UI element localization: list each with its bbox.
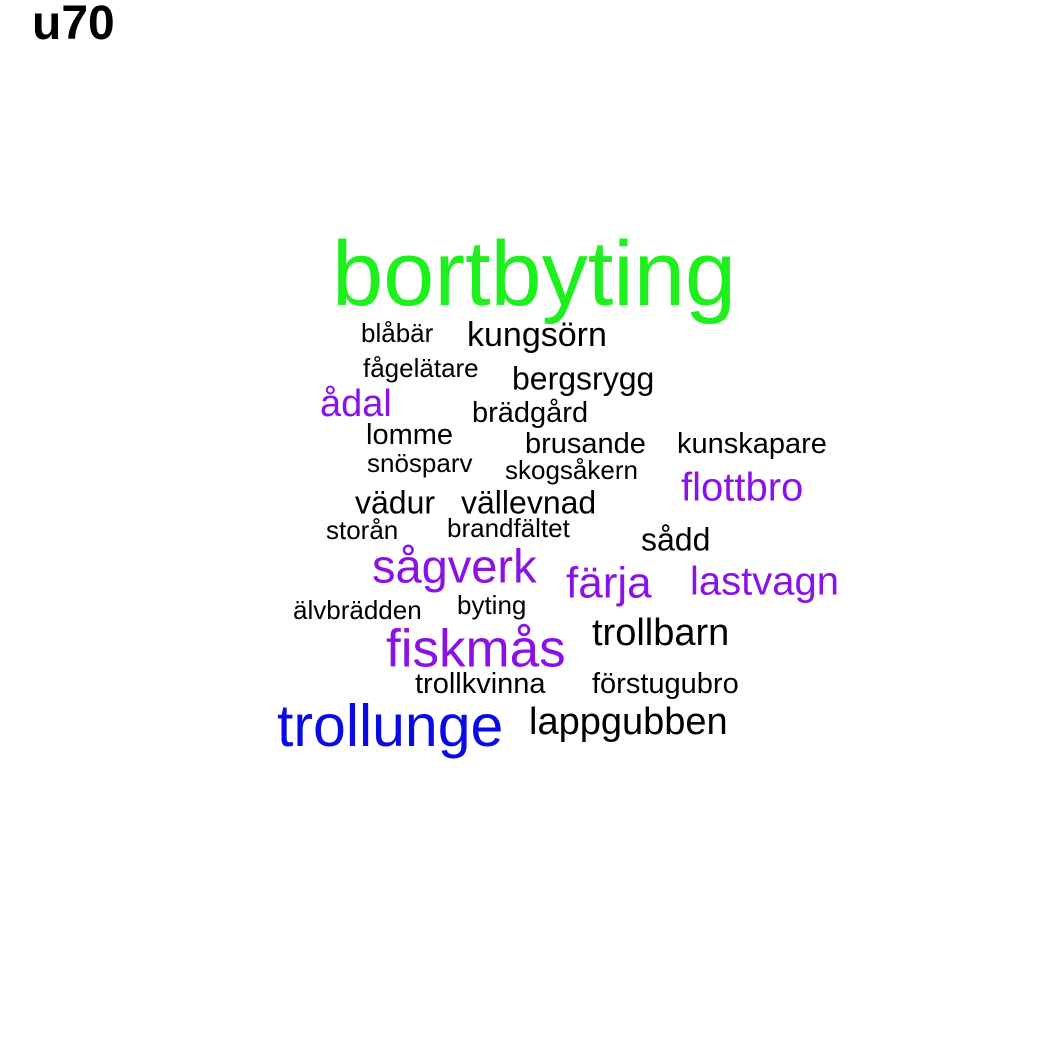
cloud-word: fågelätare — [363, 353, 479, 384]
cloud-word: älvbrädden — [293, 595, 422, 626]
cloud-word: färja — [566, 558, 652, 608]
cloud-word: vädur — [355, 484, 436, 521]
cloud-word: trollunge — [277, 693, 504, 760]
cloud-word: lappgubben — [529, 701, 728, 744]
cloud-word: förstugubro — [592, 667, 739, 700]
cloud-word: snösparv — [367, 448, 473, 479]
cloud-word: flottbro — [681, 465, 804, 510]
cloud-word: trollkvinna — [415, 667, 546, 700]
cloud-word: sådd — [641, 521, 711, 558]
cloud-word: ådal — [320, 383, 392, 426]
cloud-word: blåbär — [361, 318, 434, 349]
cloud-word: brandfältet — [447, 513, 570, 544]
cloud-word: brädgård — [472, 396, 589, 429]
cloud-word: fiskmås — [386, 619, 566, 679]
cloud-word: bergsrygg — [512, 360, 655, 397]
cloud-word: vällevnad — [461, 484, 597, 521]
cloud-word: kunskapare — [677, 427, 827, 460]
cloud-word: bortbyting — [332, 223, 737, 326]
cloud-word: trollbarn — [592, 612, 730, 655]
cloud-word: storån — [326, 515, 399, 546]
cloud-word: lomme — [366, 418, 454, 451]
cloud-word: kungsörn — [467, 316, 607, 355]
cloud-word: byting — [457, 590, 527, 621]
cloud-word: sågverk — [372, 539, 537, 593]
cloud-word: lastvagn — [690, 559, 839, 604]
cloud-word: brusande — [525, 427, 646, 460]
cloud-word: skogsåkern — [505, 455, 638, 486]
page-title: u70 — [32, 0, 115, 50]
